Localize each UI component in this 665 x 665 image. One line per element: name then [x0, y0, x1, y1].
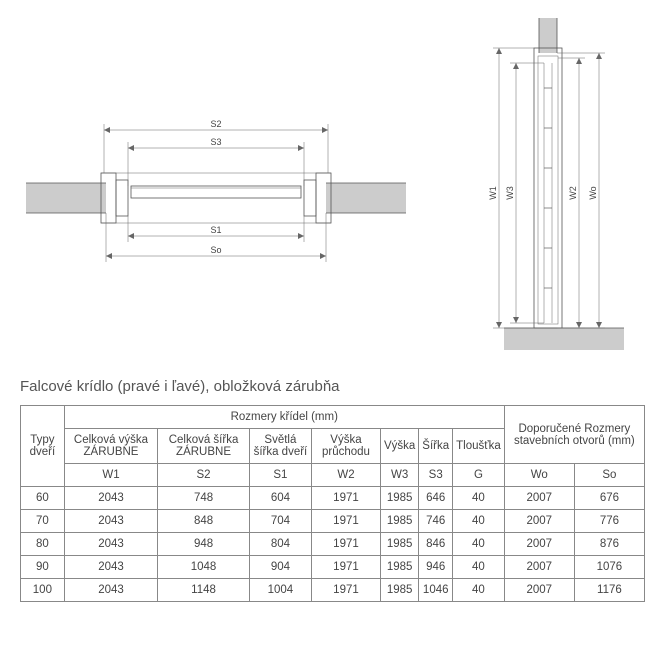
side-view-diagram: W1 W3 W2 Wo — [433, 15, 655, 360]
cell-w2: 1971 — [311, 556, 380, 579]
cell-s2: 1048 — [158, 556, 250, 579]
label-s3: S3 — [211, 137, 222, 147]
table-row: 60204374860419711985646402007676 — [21, 487, 645, 510]
cell-g: 40 — [453, 579, 505, 602]
cell-g: 40 — [453, 487, 505, 510]
label-s1: S1 — [211, 225, 222, 235]
cell-s1: 704 — [249, 510, 311, 533]
cell-w1: 2043 — [64, 510, 157, 533]
cell-s3: 646 — [419, 487, 453, 510]
sym-g: G — [453, 464, 505, 487]
label-s2: S2 — [211, 119, 222, 129]
col-s1: Světlá šířka dveří — [249, 429, 311, 464]
table-row: 9020431048904197119859464020071076 — [21, 556, 645, 579]
label-w3: W3 — [505, 186, 515, 200]
cell-type: 70 — [21, 510, 65, 533]
cell-type: 60 — [21, 487, 65, 510]
diagrams-area: S2 S3 S1 So — [0, 0, 665, 370]
col-s2: Celková šířka ZÁRUBNE — [158, 429, 250, 464]
cell-wo: 2007 — [504, 487, 574, 510]
cell-wo: 2007 — [504, 533, 574, 556]
label-so: So — [211, 245, 222, 255]
group-main: Rozmery křídel (mm) — [64, 406, 504, 429]
cell-wo: 2007 — [504, 556, 574, 579]
sym-w2: W2 — [311, 464, 380, 487]
sym-s1: S1 — [249, 464, 311, 487]
cell-g: 40 — [453, 533, 505, 556]
cell-w2: 1971 — [311, 487, 380, 510]
cell-w1: 2043 — [64, 533, 157, 556]
cell-so: 676 — [574, 487, 644, 510]
sym-s3: S3 — [419, 464, 453, 487]
dimensions-table: Typy dveří Rozmery křídel (mm) Doporučen… — [20, 405, 645, 602]
cell-w3: 1985 — [380, 487, 418, 510]
top-view-diagram: S2 S3 S1 So — [10, 15, 423, 360]
cell-so: 1076 — [574, 556, 644, 579]
table-header-row-1: Typy dveří Rozmery křídel (mm) Doporučen… — [21, 406, 645, 429]
sym-so: So — [574, 464, 644, 487]
cell-s3: 846 — [419, 533, 453, 556]
label-w2: W2 — [568, 186, 578, 200]
cell-s3: 746 — [419, 510, 453, 533]
sym-w3: W3 — [380, 464, 418, 487]
col-w3: Výška — [380, 429, 418, 464]
cell-s2: 948 — [158, 533, 250, 556]
cell-w2: 1971 — [311, 579, 380, 602]
cell-type: 90 — [21, 556, 65, 579]
label-wo: Wo — [588, 186, 598, 199]
cell-s2: 748 — [158, 487, 250, 510]
cell-s3: 946 — [419, 556, 453, 579]
cell-w1: 2043 — [64, 487, 157, 510]
cell-w2: 1971 — [311, 533, 380, 556]
cell-g: 40 — [453, 556, 505, 579]
sym-w1: W1 — [64, 464, 157, 487]
col-s3: Šířka — [419, 429, 453, 464]
table-body: 6020437486041971198564640200767670204384… — [21, 487, 645, 602]
cell-g: 40 — [453, 510, 505, 533]
cell-w1: 2043 — [64, 556, 157, 579]
table-header-row-3: W1 S2 S1 W2 W3 S3 G Wo So — [21, 464, 645, 487]
cell-w2: 1971 — [311, 510, 380, 533]
cell-w3: 1985 — [380, 556, 418, 579]
group-rec: Doporučené Rozmery stavebních otvorů (mm… — [504, 406, 644, 464]
cell-s3: 1046 — [419, 579, 453, 602]
cell-s1: 1004 — [249, 579, 311, 602]
cell-so: 876 — [574, 533, 644, 556]
cell-s2: 848 — [158, 510, 250, 533]
col-type: Typy dveří — [21, 406, 65, 487]
table-row: 80204394880419711985846402007876 — [21, 533, 645, 556]
sym-wo: Wo — [504, 464, 574, 487]
cell-s1: 904 — [249, 556, 311, 579]
cell-s2: 1148 — [158, 579, 250, 602]
page-title: Falcové krídlo (pravé i ľavé), obložková… — [0, 370, 665, 405]
cell-w1: 2043 — [64, 579, 157, 602]
label-w1: W1 — [488, 186, 498, 200]
cell-s1: 604 — [249, 487, 311, 510]
cell-so: 1176 — [574, 579, 644, 602]
cell-s1: 804 — [249, 533, 311, 556]
cell-so: 776 — [574, 510, 644, 533]
col-w1: Celková výška ZÁRUBNE — [64, 429, 157, 464]
cell-w3: 1985 — [380, 579, 418, 602]
cell-wo: 2007 — [504, 579, 574, 602]
cell-type: 80 — [21, 533, 65, 556]
cell-wo: 2007 — [504, 510, 574, 533]
sym-s2: S2 — [158, 464, 250, 487]
cell-type: 100 — [21, 579, 65, 602]
table-row: 1002043114810041971198510464020071176 — [21, 579, 645, 602]
col-w2: Výška průchodu — [311, 429, 380, 464]
col-g: Tloušťka — [453, 429, 505, 464]
table-row: 70204384870419711985746402007776 — [21, 510, 645, 533]
cell-w3: 1985 — [380, 533, 418, 556]
cell-w3: 1985 — [380, 510, 418, 533]
